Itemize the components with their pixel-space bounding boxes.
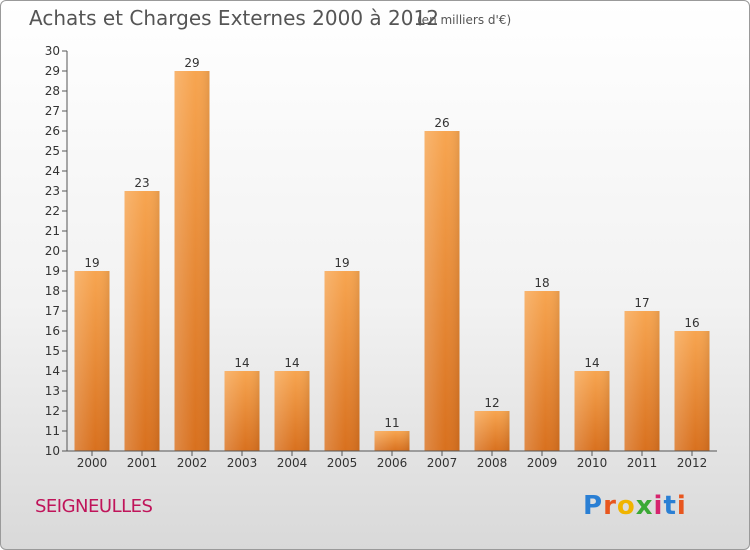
bar-value-label: 19: [334, 256, 349, 270]
chart-unit: (en milliers d'€): [417, 13, 512, 27]
logo-letter: i: [653, 491, 664, 521]
y-tick-label: 28: [45, 84, 60, 98]
y-tick-label: 14: [45, 364, 60, 378]
y-tick-label: 12: [45, 404, 60, 418]
y-tick-label: 10: [45, 444, 60, 458]
logo-letter: i: [676, 491, 687, 521]
y-tick-label: 22: [45, 204, 60, 218]
x-tick-label: 2006: [377, 456, 408, 470]
bar-value-label: 16: [684, 316, 699, 330]
y-tick-label: 24: [45, 164, 60, 178]
proxiti-logo[interactable]: Proxiti: [583, 491, 687, 521]
y-tick-label: 27: [45, 104, 60, 118]
bar-2009[interactable]: [524, 291, 560, 451]
y-tick-label: 20: [45, 244, 60, 258]
y-tick-label: 11: [45, 424, 60, 438]
x-tick-label: 2009: [527, 456, 558, 470]
y-tick-label: 26: [45, 124, 60, 138]
y-tick-label: 23: [45, 184, 60, 198]
y-tick-label: 21: [45, 224, 60, 238]
bar-value-label: 14: [284, 356, 299, 370]
bar-value-label: 14: [584, 356, 599, 370]
y-tick-label: 29: [45, 64, 60, 78]
bar-2005[interactable]: [324, 271, 360, 451]
x-tick-label: 2003: [227, 456, 258, 470]
y-tick-label: 17: [45, 304, 60, 318]
bar-2012[interactable]: [674, 331, 710, 451]
bar-value-label: 14: [234, 356, 249, 370]
x-tick-label: 2007: [427, 456, 458, 470]
chart-title: Achats et Charges Externes 2000 à 2012: [29, 6, 439, 30]
bar-2008[interactable]: [474, 411, 510, 451]
bars-group: 19 23 29 14 14 19 11 26 12 18 14 17 16: [74, 56, 710, 451]
y-tick-label: 13: [45, 384, 60, 398]
x-tick-label: 2010: [577, 456, 608, 470]
bar-2006[interactable]: [374, 431, 410, 451]
x-tick-label: 2008: [477, 456, 508, 470]
bar-2004[interactable]: [274, 371, 310, 451]
x-tick-label: 2005: [327, 456, 358, 470]
logo-letter: x: [635, 491, 654, 521]
x-tick-label: 2011: [627, 456, 658, 470]
bar-2011[interactable]: [624, 311, 660, 451]
y-tick-label: 19: [45, 264, 60, 278]
bar-value-label: 11: [384, 416, 399, 430]
bar-value-label: 19: [84, 256, 99, 270]
y-tick-label: 16: [45, 324, 60, 338]
logo-letter: t: [663, 491, 677, 521]
x-tick-label: 2004: [277, 456, 308, 470]
logo-letter: P: [583, 491, 604, 521]
bar-2007[interactable]: [424, 131, 460, 451]
x-tick-label: 2001: [127, 456, 158, 470]
x-tick-label: 2012: [677, 456, 708, 470]
bar-value-label: 17: [634, 296, 649, 310]
x-tick-label: 2000: [77, 456, 108, 470]
bar-2010[interactable]: [574, 371, 610, 451]
bar-value-label: 26: [434, 116, 449, 130]
bar-2003[interactable]: [224, 371, 260, 451]
x-tick-label: 2002: [177, 456, 208, 470]
y-tick-label: 30: [45, 44, 60, 58]
y-tick-label: 25: [45, 144, 60, 158]
town-name: SEIGNEULLES: [35, 496, 153, 517]
y-tick-label: 18: [45, 284, 60, 298]
logo-letter: o: [616, 491, 636, 521]
x-axis: 2000 2001 2002 2003 2004 2005 2006 2007 2008 2009…: [67, 450, 717, 470]
y-axis: 10 11 12 13 14 15 16 17 18 19 20 21 22 23 24 25 26 27 28 29…: [45, 44, 68, 458]
bar-2000[interactable]: [74, 271, 110, 451]
logo-letter: r: [603, 491, 617, 521]
bar-2002[interactable]: [174, 71, 210, 451]
bar-value-label: 29: [184, 56, 199, 70]
bar-2001[interactable]: [124, 191, 160, 451]
bar-value-label: 23: [134, 176, 149, 190]
y-tick-label: 15: [45, 344, 60, 358]
bar-value-label: 18: [534, 276, 549, 290]
bar-value-label: 12: [484, 396, 499, 410]
